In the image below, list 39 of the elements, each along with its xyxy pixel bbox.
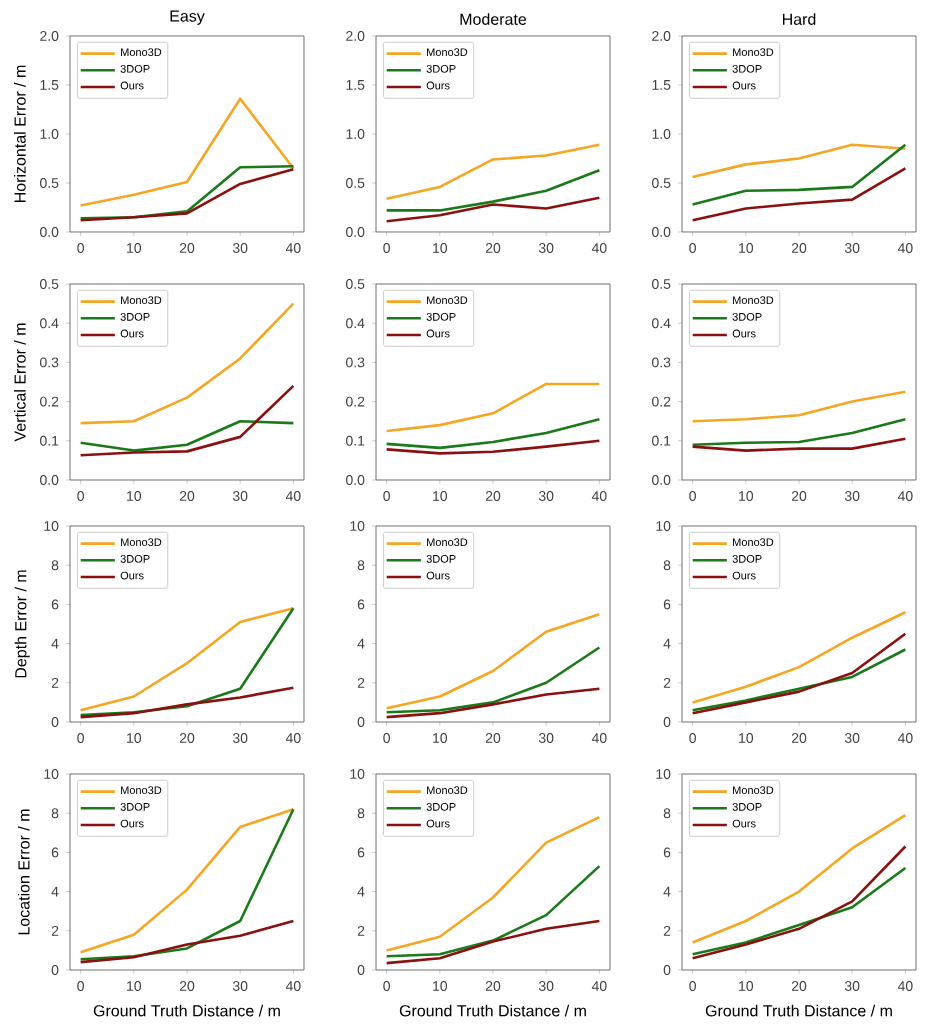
chart-title: Moderate xyxy=(460,13,527,25)
line-series xyxy=(385,815,601,952)
line-series xyxy=(79,419,295,452)
line-series xyxy=(79,919,295,964)
line-series xyxy=(385,919,601,965)
line-series xyxy=(691,143,907,179)
line-series xyxy=(385,143,601,200)
line-series xyxy=(385,382,601,433)
line-series xyxy=(691,166,907,222)
line-series xyxy=(691,632,907,715)
line-series xyxy=(79,302,295,425)
line-series xyxy=(691,648,907,712)
chart-title: Hard xyxy=(782,13,816,25)
line-series xyxy=(79,97,295,207)
line-series xyxy=(385,196,601,223)
line-series xyxy=(691,390,907,423)
line-series xyxy=(79,686,295,719)
line-series xyxy=(691,866,907,956)
y-axis-title: Depth Error / m xyxy=(14,570,30,678)
line-series xyxy=(691,813,907,944)
chart-title: Easy xyxy=(170,10,205,25)
line-series xyxy=(385,439,601,455)
line-series xyxy=(691,610,907,704)
y-axis-title: Vertical Error / m xyxy=(13,323,26,442)
line-series xyxy=(691,417,907,447)
line-series xyxy=(385,417,601,450)
y-axis-title: Horizontal Error / m xyxy=(13,65,26,203)
x-axis-title: Ground Truth Distance / m xyxy=(399,1004,586,1017)
line-series xyxy=(385,168,601,212)
line-series xyxy=(385,646,601,714)
line-series xyxy=(691,143,907,206)
line-series xyxy=(385,864,601,958)
y-axis-title: Location Error / m xyxy=(17,809,30,935)
x-axis-title: Ground Truth Distance / m xyxy=(705,1004,892,1017)
line-series xyxy=(691,845,907,960)
line-series xyxy=(385,687,601,719)
x-axis-title: Ground Truth Distance / m xyxy=(93,1004,280,1017)
line-series xyxy=(385,612,601,710)
line-series xyxy=(79,384,295,457)
